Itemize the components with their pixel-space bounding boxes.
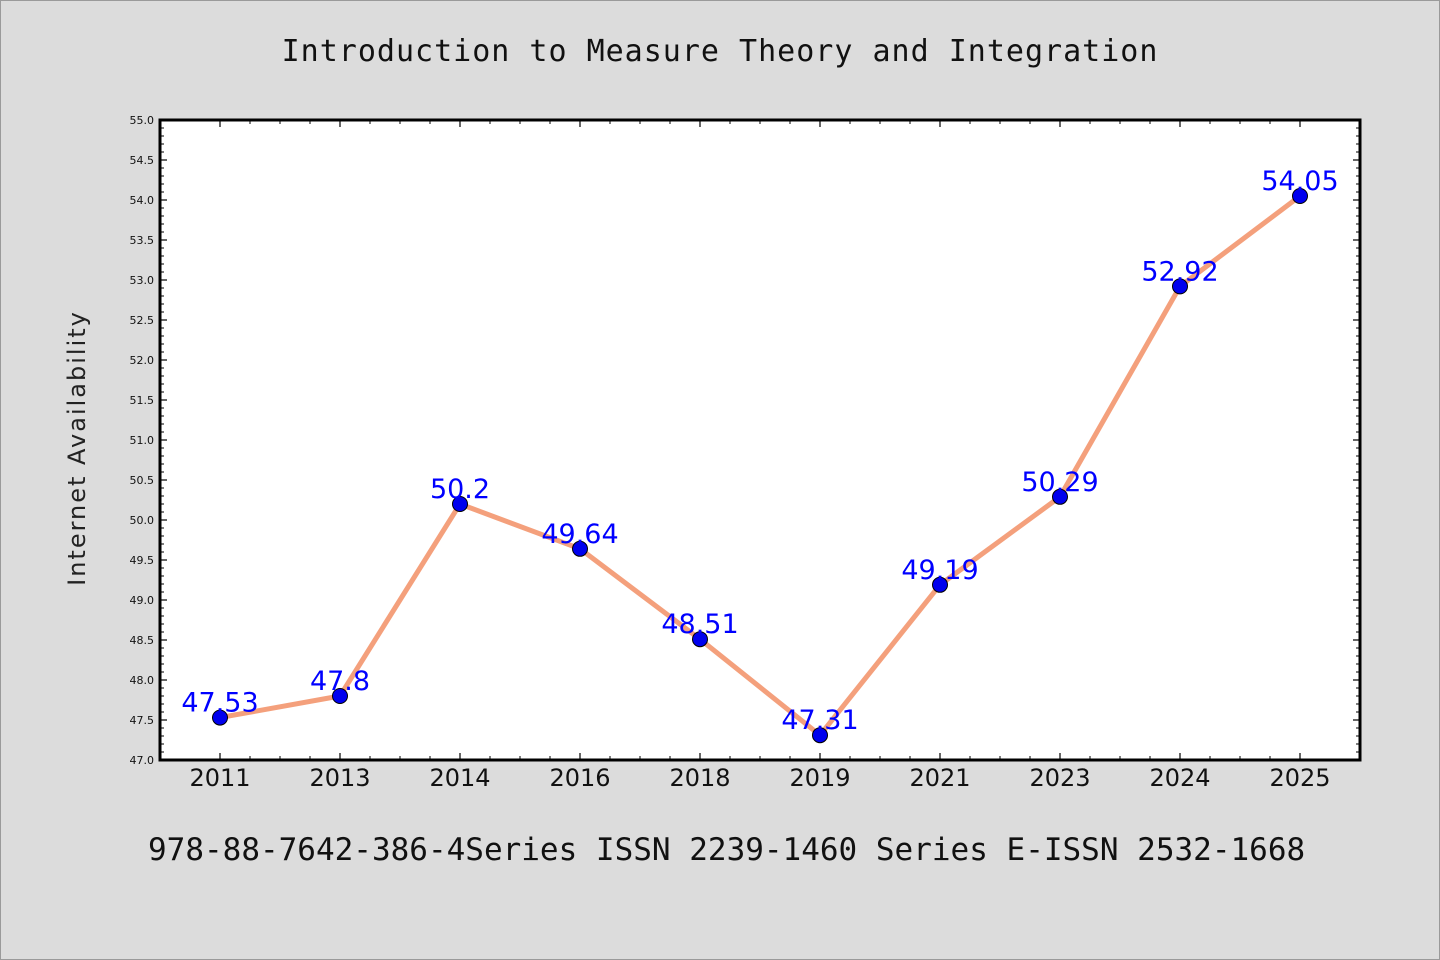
x-tick-label: 2016 — [549, 764, 610, 792]
plot-area — [158, 118, 1362, 762]
data-label: 47.31 — [781, 705, 858, 736]
y-tick-label: 48.5 — [130, 634, 155, 647]
y-tick-label: 55.0 — [130, 114, 155, 127]
y-tick-label: 50.5 — [130, 474, 155, 487]
y-tick-label: 51.0 — [130, 434, 155, 447]
series-line — [217, 193, 1303, 738]
x-tick-label: 2018 — [669, 764, 730, 792]
y-tick-label: 52.5 — [130, 314, 155, 327]
data-point — [332, 688, 348, 704]
y-tick-label: 47.5 — [130, 714, 155, 727]
data-label: 52.92 — [1141, 256, 1218, 287]
data-point — [212, 709, 228, 726]
x-tick-label: 2023 — [1029, 764, 1090, 792]
data-label: 49.64 — [541, 519, 618, 550]
data-point — [1172, 278, 1188, 295]
y-tick-label: 50.0 — [130, 514, 155, 527]
data-label: 48.51 — [661, 609, 738, 640]
footer-text: 978-88-7642-386-4Series ISSN 2239-1460 S… — [148, 832, 1306, 868]
data-label: 49.19 — [901, 555, 978, 586]
data-point — [1292, 188, 1308, 204]
y-tick-label: 47.0 — [130, 754, 155, 767]
y-tick-label: 49.5 — [130, 554, 155, 567]
y-tick-label: 52.0 — [130, 354, 155, 367]
y-tick-label: 53.5 — [130, 234, 155, 247]
data-label: 47.53 — [181, 688, 258, 719]
x-tick-label: 2013 — [309, 764, 370, 792]
data-point — [1052, 488, 1068, 505]
y-tick-label: 53.0 — [130, 274, 155, 287]
chart-title: Introduction to Measure Theory and Integ… — [281, 34, 1159, 69]
x-tick-label: 2014 — [429, 764, 490, 792]
data-label: 50.29 — [1021, 467, 1098, 498]
data-point — [932, 576, 948, 593]
data-point — [812, 727, 828, 744]
data-point — [692, 631, 708, 648]
data-point — [572, 540, 588, 557]
y-tick-label: 54.0 — [130, 194, 155, 207]
x-tick-label: 2011 — [189, 764, 250, 792]
y-tick-label: 48.0 — [130, 674, 155, 687]
y-tick-label: 51.5 — [130, 394, 155, 407]
y-tick-label: 49.0 — [130, 594, 155, 607]
data-point — [452, 496, 468, 512]
y-tick-label: 54.5 — [130, 154, 155, 167]
data-label: 54.05 — [1261, 166, 1338, 197]
data-label: 50.2 — [430, 474, 490, 505]
data-label: 47.8 — [310, 666, 370, 697]
x-tick-label: 2024 — [1149, 764, 1210, 792]
x-tick-label: 2021 — [909, 764, 970, 792]
x-tick-label: 2019 — [789, 764, 850, 792]
x-tick-label: 2025 — [1269, 764, 1330, 792]
